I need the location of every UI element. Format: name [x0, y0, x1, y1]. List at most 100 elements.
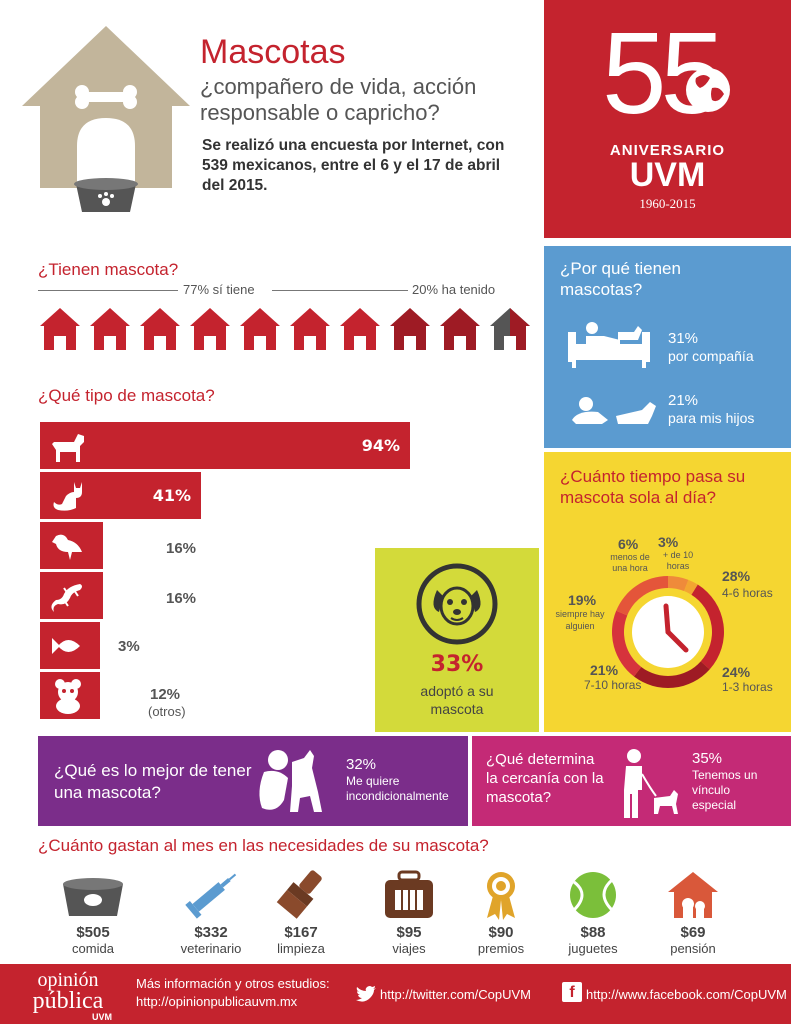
why-panel: ¿Por qué tienen mascotas? 31% por compañ… [544, 246, 791, 448]
house-icon [240, 308, 280, 350]
twitter-link[interactable]: http://twitter.com/CopUVM [380, 987, 531, 1002]
house-icon [390, 308, 430, 350]
donut-segment [684, 579, 698, 595]
pet-pct-cat: 41% [152, 486, 191, 505]
spending-question: ¿Cuánto gastan al mes en las necesidades… [38, 836, 489, 855]
alone-pct-less-hour: 6% [618, 536, 639, 552]
spending-amount: $69 [680, 924, 706, 941]
spending-amount: $90 [488, 924, 514, 941]
site-link[interactable]: http://opinionpublicauvm.mx [136, 994, 298, 1009]
twitter-icon [356, 986, 376, 1007]
spending-amount: $95 [396, 924, 422, 941]
alone-label-4-6: 4-6 horas [722, 586, 773, 600]
globe-icon [684, 66, 732, 119]
house-icon [290, 308, 330, 350]
more-info-text: Más información y otros estudios: [136, 976, 330, 991]
dog-icon [48, 428, 88, 464]
alone-pct-over-10: 3% [658, 534, 679, 550]
pet-pct-bird: 16% [166, 540, 197, 557]
page-subtitle: ¿compañero de vida, acción responsable o… [200, 74, 477, 125]
baby-dog-icon [568, 396, 660, 431]
why-pct-company: 31% [668, 330, 699, 347]
anniversary-years: 1960-2015 [639, 196, 696, 211]
donut-segment [616, 576, 668, 616]
footer-logo: opinión pública UVM [18, 970, 118, 1022]
best-answer: Me quiere incondicionalmente [346, 774, 449, 803]
person-hugging-dog-icon [248, 742, 328, 827]
house-icon [190, 308, 230, 350]
fish-icon [48, 628, 88, 664]
have-pet-question: ¿Tienen mascota? [38, 260, 179, 279]
pet-type-question: ¿Qué tipo de mascota? [38, 386, 215, 405]
have-pet-rule-1 [38, 290, 178, 291]
house-icon [40, 308, 80, 350]
house-icon [90, 308, 130, 350]
alone-pct-7-10: 21% [590, 662, 619, 678]
pet-pct-other: 12% [150, 686, 181, 703]
person-walking-dog-icon [616, 748, 680, 825]
best-question: ¿Qué es lo mejor de tener una mascota? [54, 761, 252, 802]
alone-panel: ¿Cuánto tiempo pasa su mascota sola al d… [544, 452, 791, 732]
spending-amount: $332 [194, 924, 228, 941]
bird-icon [48, 528, 88, 564]
spending-amount: $167 [284, 924, 318, 941]
pet-pct-dog: 94% [361, 436, 400, 455]
donut-segment [612, 610, 642, 677]
logo-line-2: pública [32, 988, 104, 1014]
pet-other-note: (otros) [148, 704, 186, 719]
dog-face-icon [415, 562, 499, 651]
alone-pct-4-6: 28% [722, 568, 751, 584]
best-panel: ¿Qué es lo mejor de tener una mascota? 3… [38, 736, 468, 826]
doghouse-icon [22, 26, 190, 216]
alone-pct-1-3: 24% [722, 664, 751, 680]
spending-label: pensión [670, 941, 716, 956]
spending-label: veterinario [180, 941, 242, 956]
pet-bar-bird [40, 522, 103, 569]
house-icon [140, 308, 180, 350]
spending-amount: $505 [76, 924, 110, 941]
syringe-icon [185, 873, 237, 919]
spending-treats: $90 premios [456, 870, 546, 956]
alone-label-always: siempre hay alguien [555, 609, 605, 631]
award-ribbon-icon [487, 872, 515, 920]
alone-label-7-10: 7-10 horas [584, 678, 642, 692]
spending-cleaning: $167 limpieza [256, 870, 346, 956]
lizard-icon [48, 578, 88, 614]
adopted-label: adoptó a su mascota [420, 683, 494, 717]
tennis-ball-icon [570, 872, 616, 918]
pet-bar-other [40, 672, 100, 719]
spending-food: $505 comida [48, 870, 138, 956]
pet-bar-lizard [40, 572, 103, 619]
pet-bar-fish [40, 622, 100, 669]
spending-travel: $95 viajes [364, 870, 454, 956]
logo-line-3: UVM [92, 1012, 112, 1022]
alone-pct-always: 19% [568, 592, 597, 608]
clock-icon [630, 594, 706, 675]
alone-label-less-hour: menos de una hora [610, 552, 650, 573]
closeness-pct: 35% [692, 750, 723, 767]
why-label-kids: para mis hijos [668, 410, 755, 426]
cat-icon [48, 478, 88, 514]
spending-amount: $88 [580, 924, 606, 941]
pet-bar-cat: 41% [40, 472, 201, 519]
why-label-company: por compañía [668, 348, 754, 364]
survey-intro: Se realizó una encuesta por Internet, co… [202, 137, 505, 194]
spending-label: viajes [392, 941, 426, 956]
house-icon [440, 308, 480, 350]
alone-label-over-10: + de 10 horas [662, 550, 694, 571]
closeness-answer: Tenemos un vínculo especial [692, 768, 758, 812]
couch-person-dog-icon [564, 318, 654, 375]
donut-segment [633, 661, 710, 688]
house-row [38, 306, 538, 356]
panda-icon [48, 678, 88, 714]
best-pct: 32% [346, 756, 377, 773]
why-question: ¿Por qué tienen mascotas? [560, 259, 681, 299]
food-bowl-icon [63, 878, 123, 916]
have-pet-rule-2 [272, 290, 408, 291]
donut-segment [668, 576, 689, 592]
house-icon [490, 308, 530, 350]
house-icon [340, 308, 380, 350]
facebook-link[interactable]: http://www.facebook.com/CopUVM [586, 987, 787, 1002]
adopted-pct: 33% [430, 652, 484, 677]
page-title: Mascotas [200, 33, 346, 71]
